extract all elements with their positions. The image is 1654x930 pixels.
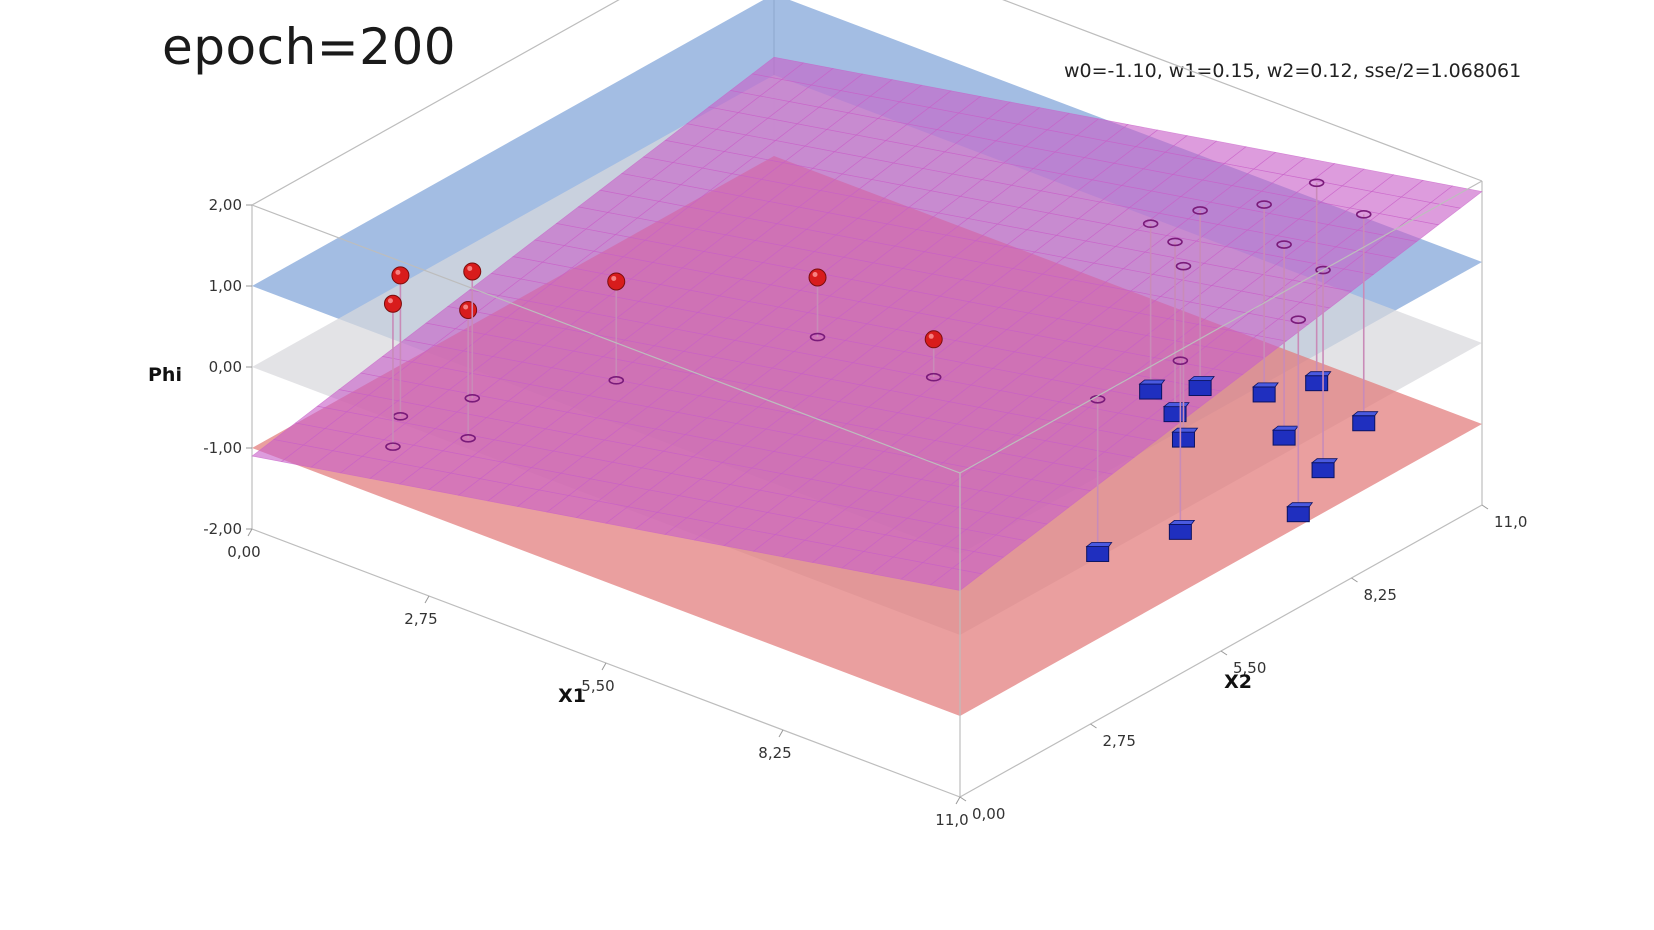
data-point-sphere [607, 272, 626, 291]
data-point-highlight [395, 269, 401, 275]
point-projection-ring [460, 433, 476, 443]
data-point-cube [1252, 386, 1276, 403]
data-point-cube [1272, 429, 1296, 446]
point-projection-ring [608, 376, 625, 385]
y-tick-label: 2,75 [1103, 732, 1136, 750]
x-tick-mark [424, 595, 430, 604]
x-tick-mark [601, 662, 607, 671]
point-projection-ring [1315, 265, 1331, 275]
x-tick-label: 8,25 [758, 744, 791, 762]
point-projection-ring [1172, 356, 1189, 365]
x-tick-mark [955, 796, 961, 805]
y-tick-label: 0,00 [972, 805, 1005, 823]
point-projection-ring [809, 332, 826, 342]
data-point-cube-top [1162, 402, 1190, 408]
point-projection-ring [385, 442, 401, 451]
point-projection-ring [925, 372, 942, 382]
data-point-sphere [808, 268, 827, 287]
z-tick-label: 2,00 [209, 196, 242, 214]
chart-title: epoch=200 [162, 18, 457, 76]
y-tick-label: 5,50 [1233, 659, 1266, 677]
y-axis-title: X2 [1224, 671, 1252, 693]
z-axis-title: Phi [148, 364, 182, 386]
y-tick-mark [959, 796, 967, 802]
point-projection-ring [1355, 210, 1372, 219]
data-point-cube-top [1085, 542, 1113, 547]
point-projection-ring [1256, 200, 1272, 209]
y-tick-label: 11,0 [1494, 513, 1527, 531]
data-point-cube [1086, 545, 1110, 562]
data-point-sphere [383, 294, 402, 313]
data-point-cube [1171, 431, 1195, 448]
data-point-cube [1286, 506, 1310, 523]
data-point-cube [1305, 375, 1329, 392]
box-edge [251, 0, 1483, 206]
data-point-cube [1168, 523, 1192, 540]
data-point-highlight [928, 333, 934, 339]
data-point-highlight [463, 304, 469, 310]
data-point-highlight [387, 298, 393, 304]
data-point-sphere [391, 266, 410, 285]
data-point-cube-top [1310, 458, 1338, 464]
data-point-highlight [467, 265, 473, 271]
axis-titles: X1 X2 Phi [148, 364, 1252, 707]
data-point-cube-top [1138, 379, 1166, 385]
y-tick-mark [1351, 577, 1358, 583]
y-tick-mark [1220, 650, 1228, 656]
data-point-sphere [924, 330, 943, 349]
data-point-cube [1352, 415, 1376, 432]
data-point-cube-top [1251, 382, 1279, 388]
x-tick-label: 0,00 [227, 543, 260, 561]
x-axis-title: X1 [558, 685, 586, 707]
data-point-cube-top [1351, 411, 1379, 417]
data-point-highlight [812, 272, 818, 278]
x-tick-mark [247, 528, 253, 537]
z-tick-label: -2,00 [203, 520, 242, 538]
data-points [383, 178, 1379, 562]
x-tick-label: 11,0 [935, 811, 968, 829]
data-point-cube-top [1171, 427, 1199, 433]
y-tick-mark [1481, 504, 1489, 510]
data-point-highlight [611, 275, 617, 281]
axis-ticks: 2,00 1,00 0,00 -1,00 -2,00 0,00 2,75 5,50 8,25 11… [203, 196, 1527, 829]
point-projection-ring [1192, 206, 1208, 215]
point-projection-ring [1308, 178, 1325, 188]
data-point-cube-top [1271, 425, 1299, 431]
x-tick-label: 2,75 [404, 610, 437, 628]
data-point-cube [1311, 462, 1335, 479]
x-tick-label: 5,50 [581, 677, 614, 695]
data-point-cube-top [1286, 502, 1314, 508]
point-projection-ring [1175, 261, 1192, 271]
z-tick-label: 0,00 [209, 358, 242, 376]
z-tick-label: -1,00 [203, 439, 242, 457]
data-point-sphere [459, 300, 478, 319]
point-projection-ring [1290, 315, 1307, 324]
data-point-cube-top [1168, 520, 1196, 525]
data-point-cube [1139, 383, 1163, 400]
y-tick-label: 8,25 [1364, 586, 1397, 604]
decision-surface [251, 56, 1483, 591]
y-tick-mark [1090, 723, 1097, 729]
point-projection-ring [1276, 240, 1292, 249]
data-point-cube [1188, 380, 1212, 397]
point-projection-ring [1167, 237, 1183, 247]
point-projection-ring [464, 394, 481, 403]
data-point-sphere [463, 262, 482, 281]
z-tick-label: 1,00 [209, 277, 242, 295]
data-point-cube-top [1187, 376, 1215, 381]
x-tick-mark [778, 729, 784, 738]
point-projection-ring [1142, 219, 1159, 229]
data-point-cube-top [1304, 371, 1332, 377]
